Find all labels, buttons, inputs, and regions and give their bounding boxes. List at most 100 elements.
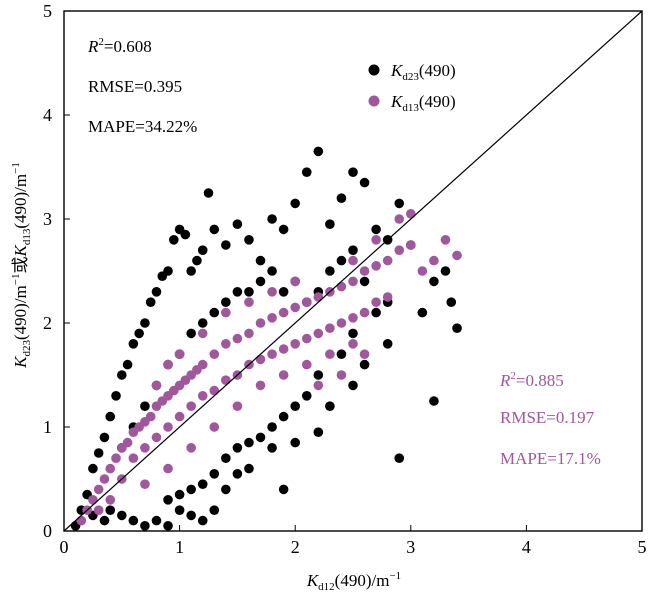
kd13-point	[186, 401, 196, 412]
kd23-point	[151, 515, 162, 526]
legend-marker-kd23	[368, 64, 380, 76]
kd13-point	[348, 339, 358, 349]
legend-label-kd13: Kd13(490)	[390, 92, 456, 114]
kd23-point	[128, 515, 139, 526]
kd13-point	[359, 307, 370, 318]
kd23-point	[348, 328, 358, 339]
kd23-point	[203, 188, 214, 198]
kd23-point	[99, 432, 110, 443]
kd13-point	[140, 479, 150, 490]
kd23-point	[359, 177, 370, 188]
kd13-point	[255, 380, 266, 391]
kd13-point	[429, 255, 439, 266]
kd23-point	[313, 146, 324, 157]
kd23-point	[290, 198, 301, 209]
kd23-point	[197, 318, 208, 328]
kd23-point	[145, 297, 156, 308]
kd13-point	[371, 261, 381, 271]
kd13-point	[359, 349, 370, 360]
kd23-point	[452, 323, 462, 334]
kd13-point	[105, 495, 116, 505]
kd13-point	[290, 302, 301, 313]
kd13-point	[209, 349, 220, 360]
kd23-point	[128, 339, 139, 349]
kd13-point	[290, 339, 301, 349]
kd23-point	[348, 167, 358, 177]
kd13-point	[221, 339, 231, 349]
kd23-point	[255, 276, 266, 287]
kd23-point	[117, 370, 127, 380]
kd23-point	[186, 510, 196, 521]
kd13-point	[301, 333, 312, 344]
kd23-point	[325, 401, 335, 412]
black-mape-stat: MAPE=34.22%	[88, 117, 197, 136]
kd23-point	[221, 240, 231, 250]
kd13-point	[267, 349, 277, 360]
kd13-point	[99, 474, 110, 484]
kd13-point	[255, 354, 266, 365]
kd13-point	[394, 214, 405, 224]
kd13-point	[76, 515, 87, 526]
kd13-point	[371, 297, 381, 308]
kd13-point	[301, 297, 312, 308]
kd23-point	[313, 427, 324, 438]
kd23-point	[105, 505, 116, 515]
kd23-point	[88, 463, 98, 474]
kd23-point	[105, 411, 116, 422]
kd13-point	[197, 359, 208, 370]
x-tick-label: 1	[175, 537, 184, 557]
kd23-point	[336, 255, 347, 266]
kd23-point	[429, 276, 439, 287]
kd23-point	[267, 422, 277, 432]
kd23-point	[192, 255, 202, 266]
kd13-point	[174, 349, 185, 360]
kd23-point	[301, 167, 312, 177]
kd23-point	[325, 266, 335, 276]
kd23-point	[186, 484, 196, 495]
kd23-point	[122, 359, 133, 370]
kd23-point	[255, 432, 266, 443]
purple-mape-stat: MAPE=17.1%	[500, 449, 601, 468]
kd23-point	[244, 287, 254, 297]
kd13-point	[301, 359, 312, 370]
kd23-point	[221, 484, 231, 495]
purple-rmse-stat: RMSE=0.197	[500, 408, 595, 427]
y-axis-label: Kd23(490)/m−1或Kd13(490)/m−1	[10, 162, 33, 369]
x-tick-label: 0	[60, 537, 69, 557]
kd13-point	[371, 235, 381, 245]
kd23-point	[232, 219, 243, 229]
kd23-point	[232, 469, 243, 479]
points-layer	[70, 146, 462, 531]
kd23-point	[140, 521, 150, 531]
kd13-point	[267, 313, 277, 323]
kd13-point	[348, 255, 358, 266]
kd23-point	[111, 391, 121, 401]
kd23-point	[301, 391, 312, 401]
kd23-point	[359, 359, 370, 370]
kd13-point	[209, 422, 220, 432]
x-tick-label: 2	[291, 537, 300, 557]
kd23-point	[348, 380, 358, 391]
kd23-point	[93, 448, 104, 458]
kd23-point	[151, 287, 162, 297]
kd13-point	[93, 505, 104, 515]
kd13-point	[255, 318, 266, 328]
kd23-point	[429, 396, 439, 406]
kd23-point	[140, 401, 150, 412]
kd23-point	[290, 437, 301, 448]
kd13-point	[197, 328, 208, 339]
black-rmse-stat: RMSE=0.395	[88, 77, 182, 96]
kd13-point	[140, 443, 150, 453]
kd23-point	[209, 224, 220, 235]
legend-marker-kd13	[368, 95, 380, 107]
kd13-point	[145, 411, 156, 422]
kd13-point	[313, 328, 324, 339]
kd23-point	[267, 443, 277, 453]
kd23-point	[99, 515, 110, 526]
kd23-point	[278, 287, 289, 297]
kd23-point	[186, 328, 196, 339]
axis-ticks: 0 1 2 3 4 5 0 1 2 3 4 5	[43, 1, 647, 557]
kd13-point	[348, 313, 358, 323]
y-tick-label: 2	[43, 313, 52, 333]
kd13-point	[221, 307, 231, 318]
